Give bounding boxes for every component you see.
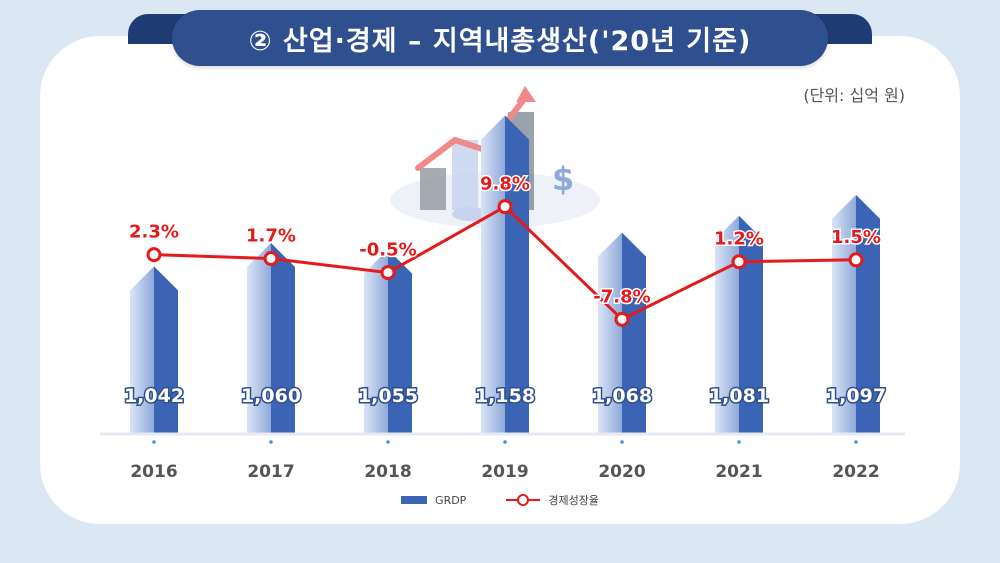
bar-side [154, 266, 178, 434]
bar-front [481, 115, 505, 434]
growth-point [848, 252, 864, 268]
x-tick-dot [620, 440, 624, 444]
bar-side [505, 115, 529, 434]
growth-value-label: -0.5% [359, 240, 416, 261]
svg-text:$: $ [552, 160, 574, 198]
bar-side [739, 215, 763, 434]
x-tick-dot [503, 440, 507, 444]
x-tick-label: 2017 [247, 462, 294, 482]
bar-front [364, 249, 388, 434]
x-axis: 2016 2017 2018 2019 2020 2021 2022 [100, 432, 905, 482]
x-tick-dot [269, 440, 273, 444]
bar-side [856, 194, 880, 434]
x-tick-dot [854, 440, 858, 444]
bar-front [598, 232, 622, 434]
growth-point [497, 199, 513, 215]
growth-line-layer: 2.3% 1.7% -0.5% 9.8% -7.8% 1.2% 1.5% [128, 172, 882, 327]
legend: GRDP 경제성장율 [0, 492, 1000, 508]
x-tick-dot [152, 440, 156, 444]
x-tick-label: 2019 [481, 462, 528, 482]
bar-side [622, 232, 646, 434]
unit-label: (단위: 십억 원) [803, 86, 905, 105]
bar-side [388, 249, 412, 434]
legend-label-grdp: GRDP [435, 493, 467, 507]
bar-front [130, 266, 154, 434]
legend-label-growth: 경제성장율 [548, 494, 599, 507]
growth-value-label: 2.3% [129, 222, 179, 243]
x-tick-label: 2021 [715, 462, 762, 482]
bars-layer: 1,042 1,060 1,055 1,158 1,068 1,081 1,097 [122, 115, 888, 434]
legend-item-grdp: GRDP [401, 492, 466, 508]
x-tick-dot [386, 440, 390, 444]
x-tick-label: 2020 [598, 462, 645, 482]
growth-value-label: -7.8% [593, 286, 650, 307]
growth-value-label: 1.7% [246, 226, 296, 247]
bar-front [832, 194, 856, 434]
bar-value-label: 1,081 [709, 385, 769, 407]
growth-value-label: 1.5% [831, 227, 881, 248]
legend-item-growth: 경제성장율 [506, 492, 599, 508]
chart-title: ② 산업·경제 – 지역내총생산('20년 기준) [248, 25, 752, 57]
growth-point [263, 251, 279, 267]
growth-point [146, 247, 162, 263]
growth-point [731, 254, 747, 270]
growth-value-label: 1.2% [714, 229, 764, 250]
x-tick-label: 2016 [130, 462, 177, 482]
growth-point [614, 311, 630, 327]
x-tick-dot [737, 440, 741, 444]
bar-front [247, 243, 271, 434]
bar-value-label: 1,097 [826, 385, 886, 407]
x-tick-label: 2018 [364, 462, 411, 482]
growth-point [380, 265, 396, 281]
bar-value-label: 1,055 [358, 385, 418, 407]
bar-value-label: 1,068 [592, 385, 652, 407]
legend-swatch-grdp [401, 496, 428, 504]
bar-value-label: 1,158 [475, 385, 535, 407]
x-tick-label: 2022 [832, 462, 879, 482]
legend-swatch-growth [506, 494, 541, 506]
title-banner: ② 산업·경제 – 지역내총생산('20년 기준) [172, 10, 828, 66]
growth-value-label: 9.8% [480, 174, 530, 195]
bar-value-label: 1,042 [124, 385, 184, 407]
bar-side [271, 243, 295, 434]
bar-value-label: 1,060 [241, 385, 301, 407]
